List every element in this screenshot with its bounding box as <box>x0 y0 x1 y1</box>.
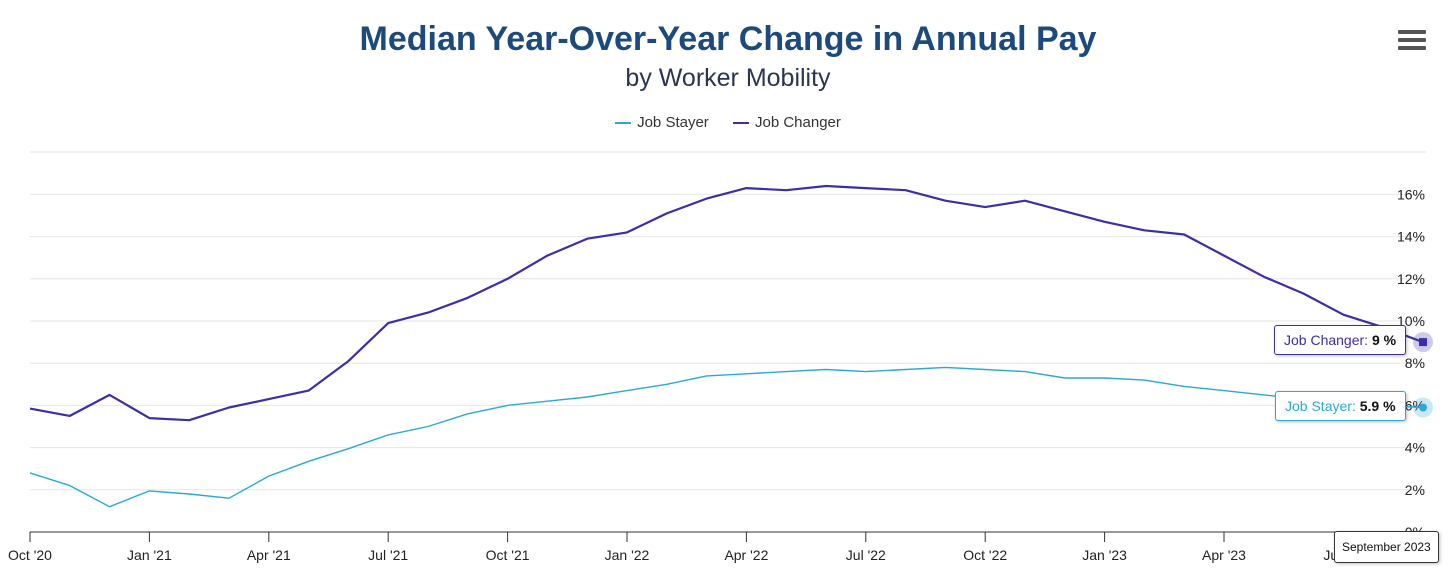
legend-swatch-job-changer <box>732 122 749 125</box>
hamburger-menu-icon[interactable] <box>1398 30 1426 52</box>
legend-swatch-job-stayer <box>615 122 632 125</box>
x-tick-label: Jan '21 <box>127 547 172 563</box>
tooltip-job-stayer-label: Job Stayer <box>1285 398 1352 414</box>
chart-subtitle: by Worker Mobility <box>625 64 831 92</box>
tooltip-job-changer-value: 9 % <box>1371 332 1397 348</box>
y-tick-label: 4% <box>1405 440 1425 456</box>
x-tick-label: Jul '22 <box>846 547 886 563</box>
x-tick-label: Oct '20 <box>8 547 52 563</box>
x-tick-label: Apr '23 <box>1202 547 1246 563</box>
legend-item-job-changer[interactable]: Job Changer <box>732 114 841 131</box>
legend-label-job-changer: Job Changer <box>754 114 841 131</box>
series-line-job-stayer <box>29 366 1424 508</box>
y-tick-label: 16% <box>1397 186 1425 202</box>
tooltip-date: September 2023 <box>1334 531 1439 563</box>
tooltip-job-changer-label: Job Changer <box>1284 332 1365 348</box>
y-tick-label: 12% <box>1397 271 1425 287</box>
series-line-job-changer <box>29 184 1424 422</box>
tooltip-job-stayer-value: 5.9 % <box>1359 398 1396 414</box>
x-tick-label: Oct '21 <box>486 547 530 563</box>
marker-job-stayer <box>1419 403 1427 412</box>
x-tick-label: Oct '22 <box>963 547 1007 563</box>
y-tick-label: 14% <box>1397 229 1425 245</box>
x-tick-label: Apr '22 <box>724 547 768 563</box>
marker-job-changer <box>1419 338 1427 347</box>
tooltip-job-changer: Job Changer: 9 % <box>1274 325 1407 355</box>
x-tick-label: Jul '21 <box>368 547 408 563</box>
legend: Job Stayer Job Changer <box>0 114 1456 131</box>
x-tick-label: Apr '21 <box>247 547 291 563</box>
y-tick-label: 2% <box>1405 482 1425 498</box>
x-tick-label: Jan '22 <box>605 547 650 563</box>
tooltip-job-stayer: Job Stayer: 5.9 % <box>1275 391 1406 421</box>
chart-title: Median Year-Over-Year Change in Annual P… <box>359 20 1097 58</box>
x-tick-label: Jan '23 <box>1082 547 1127 563</box>
y-tick-label: 8% <box>1405 355 1425 371</box>
legend-item-job-stayer[interactable]: Job Stayer <box>615 114 709 131</box>
legend-label-job-stayer: Job Stayer <box>637 114 709 131</box>
